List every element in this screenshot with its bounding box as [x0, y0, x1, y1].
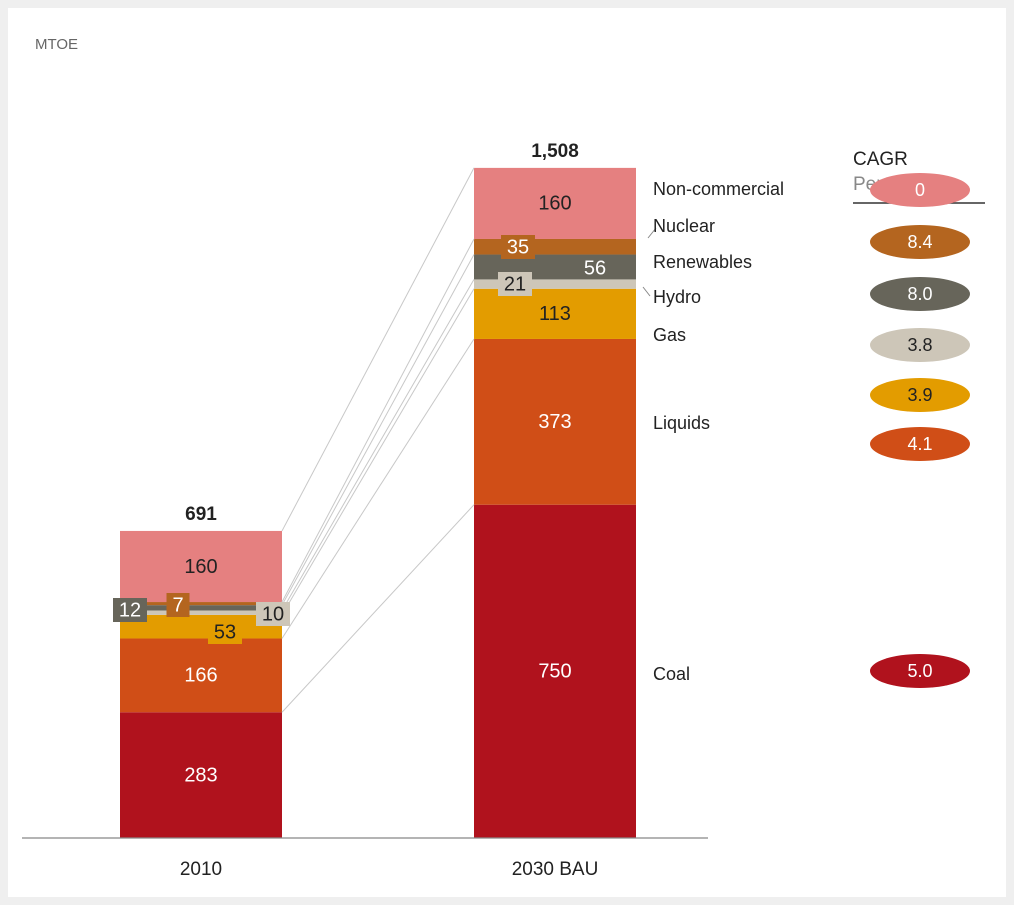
bar-segment — [120, 530, 282, 603]
cagr-marker — [870, 173, 970, 207]
label-box — [256, 602, 290, 626]
bar-segment — [474, 504, 636, 838]
legend-label: Liquids — [653, 413, 710, 433]
cagr-label: 3.8 — [907, 335, 932, 355]
x-tick-label: 2030 BAU — [512, 859, 599, 880]
connector — [281, 238, 475, 603]
value-label: 283 — [184, 764, 217, 786]
legend-label: Renewables — [653, 252, 752, 272]
bar-segment — [120, 712, 282, 838]
cagr-marker — [870, 277, 970, 311]
label-box — [166, 593, 190, 617]
connector — [281, 338, 475, 639]
cagr-marker — [870, 328, 970, 362]
connector — [281, 288, 475, 616]
value-label: 35 — [507, 236, 529, 258]
bar-segment — [474, 238, 636, 255]
value-label: 166 — [184, 665, 217, 687]
connector — [281, 167, 475, 532]
label-box — [498, 272, 532, 296]
legend-label: Hydro — [653, 287, 701, 307]
legend-label: Gas — [653, 325, 686, 345]
label-box — [501, 235, 535, 259]
bar-segment — [474, 288, 636, 339]
cagr-marker — [870, 225, 970, 259]
value-label: 113 — [539, 303, 571, 325]
legend-label: Coal — [653, 664, 690, 684]
value-label: 56 — [584, 257, 606, 279]
cagr-label: 5.0 — [907, 661, 932, 681]
bar-segment — [120, 602, 282, 606]
leader — [647, 227, 657, 239]
cagr-marker — [870, 654, 970, 688]
bar-segment — [474, 279, 636, 289]
cagr-label: 8.0 — [907, 284, 932, 304]
value-label: 750 — [538, 661, 571, 683]
value-label: 12 — [119, 599, 141, 621]
value-label: 7 — [172, 594, 183, 616]
x-tick-label: 2010 — [180, 859, 222, 880]
value-label: 160 — [184, 556, 217, 578]
label-box — [113, 598, 147, 622]
connector — [281, 279, 475, 611]
label-box — [208, 620, 242, 644]
cagr-label: 3.9 — [907, 385, 932, 405]
connector — [281, 504, 475, 713]
value-label: 160 — [538, 193, 571, 215]
cagr-title: CAGR — [853, 149, 908, 170]
connector — [281, 254, 475, 606]
bar-segment — [120, 638, 282, 713]
bar-segment — [474, 338, 636, 505]
value-label: 21 — [504, 273, 526, 295]
bar-segment — [120, 605, 282, 611]
bar-segment — [120, 610, 282, 615]
leader — [642, 286, 651, 297]
bar-segment — [474, 167, 636, 239]
cagr-marker — [870, 427, 970, 461]
value-label: 10 — [262, 603, 284, 625]
y-label: MTOE — [35, 36, 78, 53]
value-label: 373 — [538, 411, 571, 433]
total-label: 691 — [185, 504, 217, 525]
total-label: 1,508 — [531, 141, 579, 162]
cagr-marker — [870, 378, 970, 412]
legend-label: Nuclear — [653, 216, 715, 236]
cagr-label: 0 — [915, 180, 925, 200]
value-label: 53 — [214, 621, 236, 643]
cagr-label: 8.4 — [907, 232, 932, 252]
cagr-label: 4.1 — [907, 434, 932, 454]
legend-label: Non-commercial — [653, 179, 784, 199]
